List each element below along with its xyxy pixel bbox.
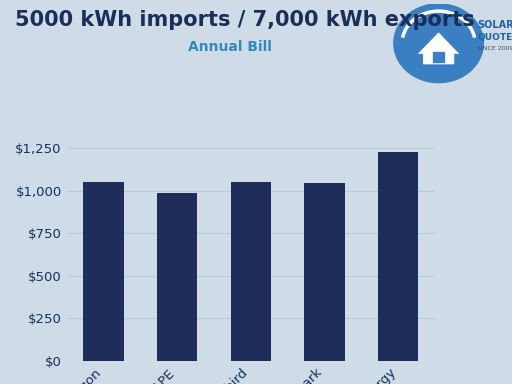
Circle shape (394, 4, 483, 83)
Bar (304, 183, 345, 361)
Bar (83, 182, 124, 361)
Polygon shape (419, 33, 459, 64)
Text: Annual Bill: Annual Bill (188, 40, 272, 54)
Text: SOLAR: SOLAR (477, 20, 512, 30)
Bar (433, 51, 444, 62)
Bar (230, 182, 271, 361)
Bar (378, 152, 418, 361)
Bar (157, 193, 198, 361)
Text: SINCE 2009: SINCE 2009 (477, 46, 512, 51)
Text: QUOTES: QUOTES (477, 33, 512, 41)
Text: 5000 kWh imports / 7,000 kWh exports: 5000 kWh imports / 7,000 kWh exports (15, 10, 475, 30)
